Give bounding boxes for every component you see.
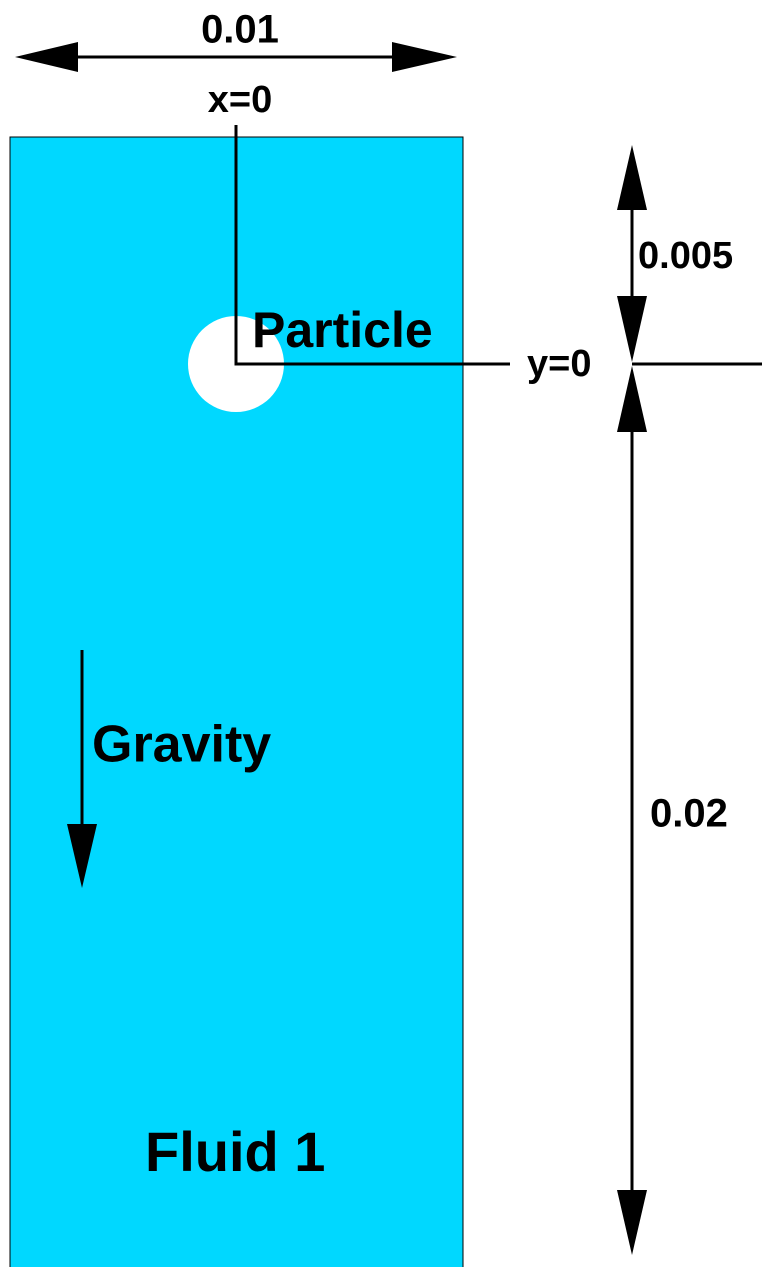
arrow-head	[67, 824, 97, 888]
y-origin-label: y=0	[527, 343, 591, 385]
arrow-head	[617, 296, 647, 362]
arrow-head	[617, 1190, 647, 1255]
arrow-head	[617, 366, 647, 432]
gravity-label: Gravity	[92, 716, 271, 774]
x-origin-label: x=0	[208, 79, 272, 121]
origin-lines	[234, 125, 510, 366]
arrow-head	[617, 145, 647, 210]
arrow-head	[392, 42, 457, 72]
particle-label: Particle	[252, 302, 433, 358]
fluid-label: Fluid 1	[145, 1120, 325, 1183]
upper-height-label: 0.005	[638, 235, 733, 277]
width-label: 0.01	[201, 8, 279, 52]
arrow-head	[15, 42, 78, 72]
lower-height-label: 0.02	[650, 792, 728, 836]
